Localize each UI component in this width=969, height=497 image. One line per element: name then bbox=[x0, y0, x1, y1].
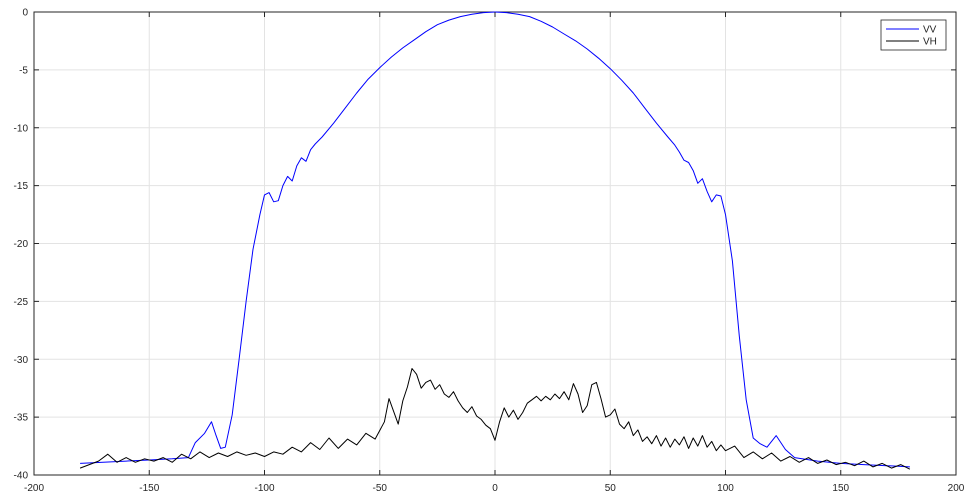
x-tick-label: -50 bbox=[373, 483, 388, 494]
y-tick-label: 0 bbox=[22, 8, 28, 19]
y-tick-label: -40 bbox=[14, 471, 29, 482]
legend-box bbox=[880, 19, 947, 51]
y-tick-label: -30 bbox=[14, 355, 29, 366]
y-tick-label: -25 bbox=[14, 297, 29, 308]
x-tick-label: 100 bbox=[717, 483, 734, 494]
x-tick-label: 50 bbox=[605, 483, 617, 494]
x-tick-label: 150 bbox=[832, 483, 849, 494]
legend-label-vv: VV bbox=[923, 25, 937, 36]
legend-label-vh: VH bbox=[923, 37, 937, 48]
y-tick-label: -35 bbox=[14, 413, 29, 424]
series-line-vv bbox=[80, 11, 910, 468]
x-tick-label: -150 bbox=[139, 483, 159, 494]
axis-ticks: -200 -150 -100 -50 0 50 100 150 200 0 -5 -10 -15 -20 -… bbox=[14, 8, 965, 495]
x-tick-label: 0 bbox=[492, 483, 498, 494]
y-tick-label: -5 bbox=[19, 65, 28, 76]
y-tick-label: -10 bbox=[14, 123, 29, 134]
series-line-vh bbox=[79, 368, 911, 470]
legend: VV VH bbox=[880, 19, 947, 51]
x-tick-label: -100 bbox=[254, 483, 274, 494]
x-tick-label: -200 bbox=[24, 483, 44, 494]
y-tick-label: -15 bbox=[14, 181, 29, 192]
series-layer bbox=[79, 11, 911, 470]
y-tick-label: -20 bbox=[14, 239, 29, 250]
x-tick-label: 200 bbox=[948, 483, 965, 494]
